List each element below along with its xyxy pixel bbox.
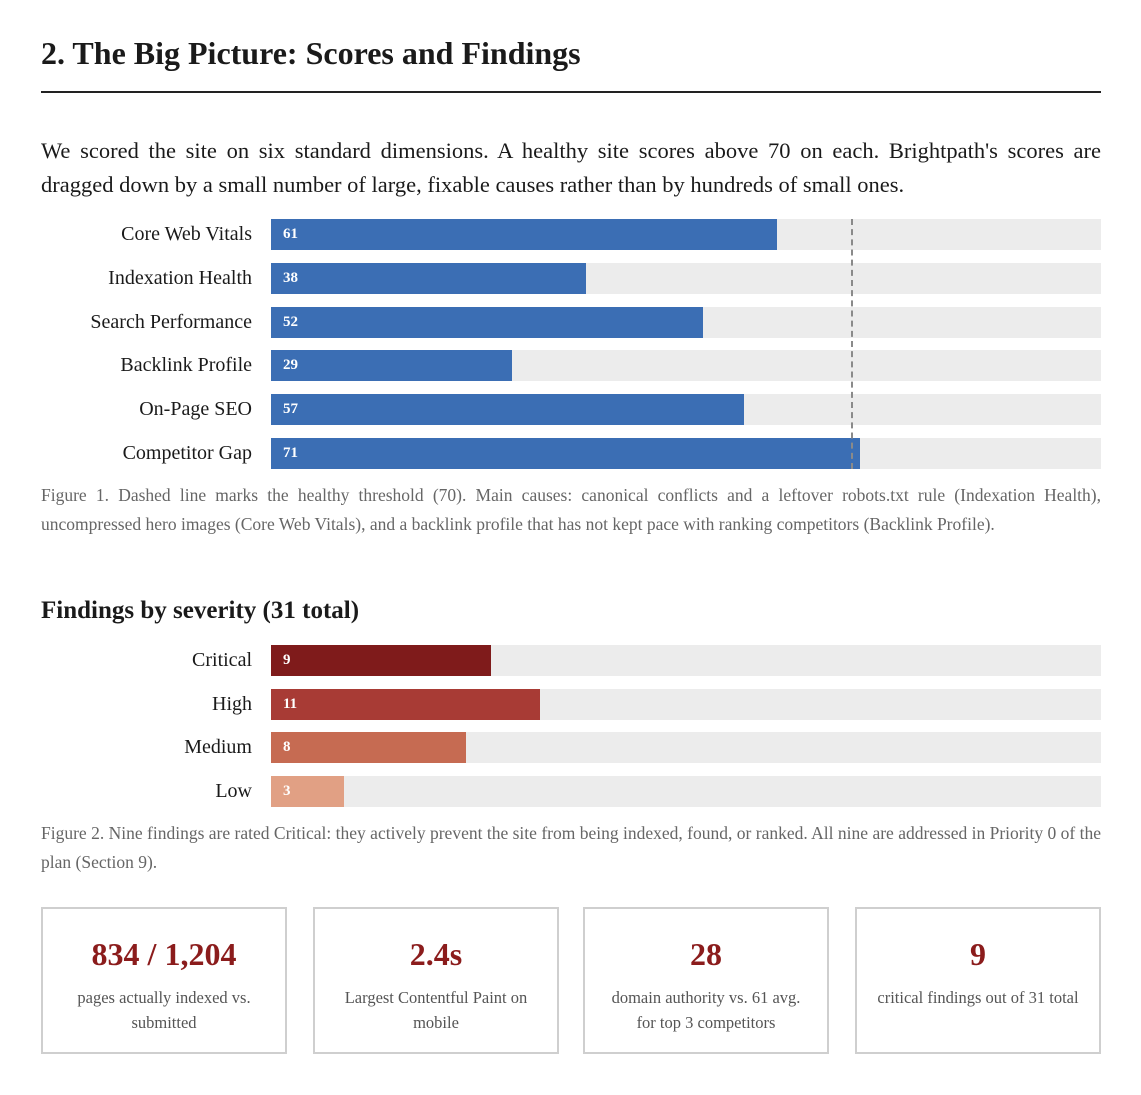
bar-low: 3 bbox=[271, 776, 345, 808]
bar-track: 3 bbox=[271, 776, 1101, 808]
bar-value-label: 8 bbox=[283, 739, 291, 756]
bar-label: Search Performance bbox=[90, 310, 252, 333]
bar-row-search-performance: Search Performance 52 bbox=[41, 306, 1101, 338]
bar-label: High bbox=[212, 692, 252, 715]
bar-value-label: 38 bbox=[283, 269, 298, 286]
figure2-caption: Figure 2. Nine findings are rated Critic… bbox=[41, 823, 1101, 872]
bar-track: 38 bbox=[271, 262, 1101, 294]
stat-label: Largest Contentful Paint on mobile bbox=[344, 988, 528, 1032]
stat-value: 28 bbox=[690, 936, 722, 972]
bar-label: Critical bbox=[192, 649, 252, 671]
bar-value-label: 71 bbox=[283, 445, 298, 461]
bar-row-indexation-health: Indexation Health 38 bbox=[41, 262, 1101, 294]
stat-value: 2.4s bbox=[409, 936, 463, 972]
bar-track: 9 bbox=[271, 645, 1101, 676]
stat-label: pages actually indexed vs. submitted bbox=[77, 988, 251, 1032]
bar-critical: 9 bbox=[271, 645, 491, 676]
bar-track: 52 bbox=[271, 306, 1101, 338]
bar-value-label: 61 bbox=[283, 226, 298, 242]
figure1-caption: Figure 1. Dashed line marks the healthy … bbox=[41, 485, 1101, 534]
bar-value-label: 3 bbox=[283, 783, 291, 800]
stat-card-authority: 28 domain authority vs. 61 avg. for top … bbox=[583, 907, 829, 1054]
bar-row-core-web-vitals: Core Web Vitals 61 bbox=[41, 219, 1101, 250]
bar-label: Medium bbox=[184, 736, 252, 759]
bar-label: Competitor Gap bbox=[122, 442, 252, 464]
bar-indexation-health: 38 bbox=[271, 262, 587, 294]
bar-high: 11 bbox=[271, 688, 540, 720]
bar-label: On-Page SEO bbox=[139, 398, 252, 421]
stat-cards: 834 / 1,204 pages actually indexed vs. s… bbox=[41, 907, 1101, 1054]
stat-card-lcp: 2.4s Largest Contentful Paint on mobile bbox=[313, 907, 559, 1054]
stat-label: critical findings out of 31 total bbox=[877, 988, 1079, 1007]
bar-value-label: 52 bbox=[283, 313, 298, 330]
bar-track: 8 bbox=[271, 732, 1101, 764]
stat-label: domain authority vs. 61 avg. for top 3 c… bbox=[611, 988, 801, 1032]
intro-paragraph: We scored the site on six standard dimen… bbox=[41, 138, 1101, 197]
bar-medium: 8 bbox=[271, 732, 467, 764]
bar-value-label: 57 bbox=[283, 401, 298, 418]
bar-value-label: 9 bbox=[283, 652, 291, 668]
stat-card-critical: 9 critical findings out of 31 total bbox=[855, 907, 1101, 1054]
bar-competitor-gap: 71 bbox=[271, 438, 861, 469]
bar-track: 11 bbox=[271, 688, 1101, 720]
stat-card-indexed: 834 / 1,204 pages actually indexed vs. s… bbox=[41, 907, 287, 1054]
bar-row-backlink-profile: Backlink Profile 29 bbox=[41, 350, 1101, 382]
bar-track: 57 bbox=[271, 394, 1101, 426]
bar-track: 71 bbox=[271, 438, 1101, 469]
scores-bar-chart: Core Web Vitals 61 Indexation Health 38 Sear… bbox=[41, 219, 1101, 469]
bar-value-label: 11 bbox=[283, 695, 298, 712]
bar-row-medium: Medium 8 bbox=[41, 732, 1101, 764]
findings-title: Findings by severity (31 total) bbox=[41, 597, 360, 624]
section-title: 2. The Big Picture: Scores and Findings bbox=[41, 35, 581, 71]
bar-on-page-seo: 57 bbox=[271, 394, 745, 426]
bar-backlink-profile: 29 bbox=[271, 350, 512, 382]
bar-label: Backlink Profile bbox=[120, 354, 252, 377]
title-divider bbox=[41, 91, 1101, 93]
bar-track: 61 bbox=[271, 219, 1101, 250]
bar-row-critical: Critical 9 bbox=[41, 645, 1101, 676]
bar-search-performance: 52 bbox=[271, 306, 703, 338]
bar-label: Core Web Vitals bbox=[121, 223, 252, 245]
bar-row-low: Low 3 bbox=[41, 776, 1101, 808]
bar-row-competitor-gap: Competitor Gap 71 bbox=[41, 438, 1101, 469]
bar-row-high: High 11 bbox=[41, 688, 1101, 720]
bar-row-on-page-seo: On-Page SEO 57 bbox=[41, 394, 1101, 426]
stat-value: 834 / 1,204 bbox=[91, 936, 237, 972]
findings-bar-chart: Critical 9 High 11 Medium 8 Low 3 bbox=[41, 645, 1101, 808]
bar-track: 29 bbox=[271, 350, 1101, 382]
bar-value-label: 29 bbox=[283, 357, 298, 374]
bar-label: Low bbox=[215, 780, 252, 803]
bar-core-web-vitals: 61 bbox=[271, 219, 778, 250]
bar-label: Indexation Health bbox=[108, 266, 252, 289]
threshold-line bbox=[851, 219, 853, 469]
stat-value: 9 bbox=[970, 936, 986, 972]
